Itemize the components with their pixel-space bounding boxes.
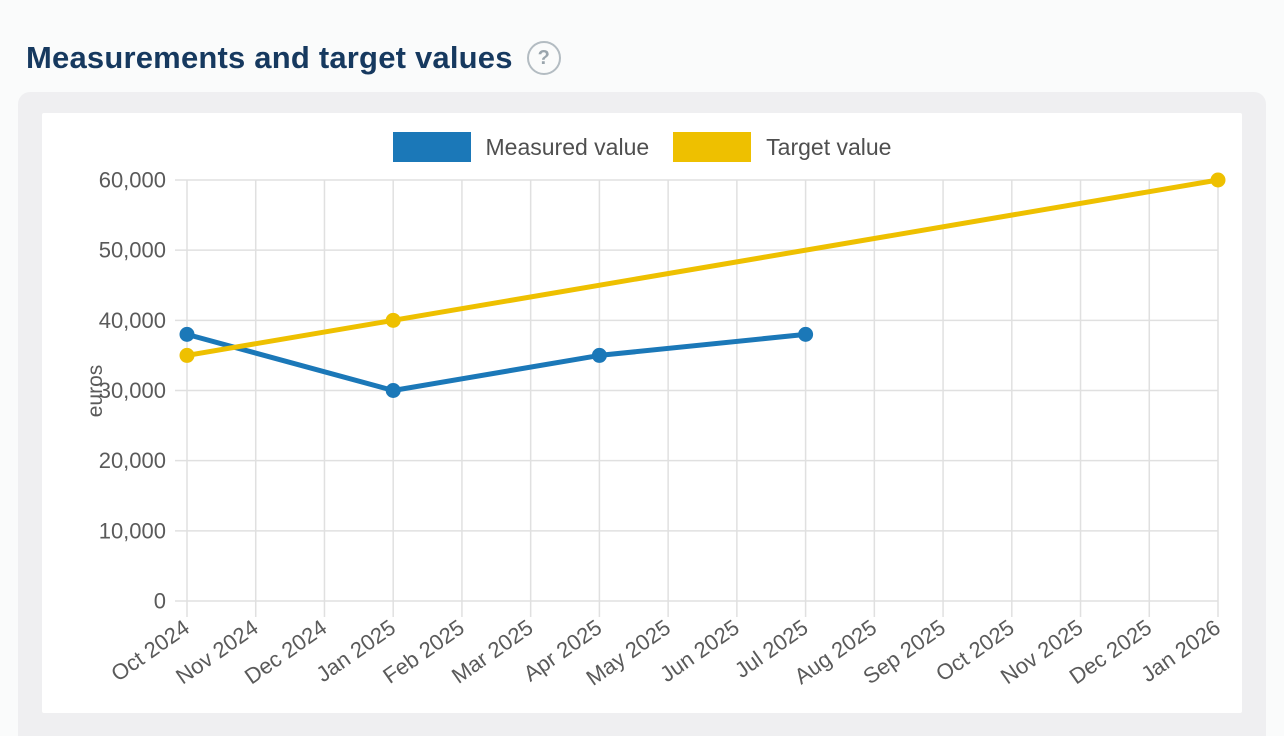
data-point (798, 326, 814, 342)
y-tick-label: 20,000 (99, 448, 166, 473)
y-tick-label: 10,000 (99, 518, 166, 543)
x-tick-label: Jan 2026 (1136, 615, 1224, 687)
line-chart: 010,00020,00030,00040,00050,00060,000Oct… (84, 168, 1226, 691)
legend-label-measured: Measured value (485, 133, 650, 160)
data-point (385, 383, 401, 398)
x-tick-label: Jun 2025 (655, 615, 743, 687)
help-icon[interactable]: ? (526, 41, 561, 75)
y-tick-label: 60,000 (99, 168, 166, 193)
y-axis-title: euros (84, 365, 107, 418)
chart-card: Measured value Target value 0 10,000 20,00… (18, 92, 1266, 736)
y-tick-label: 30,000 (99, 378, 166, 403)
legend-swatch-target-icon (673, 132, 752, 162)
legend-label-target: Target value (766, 133, 892, 160)
y-tick-label: 50,000 (99, 238, 166, 263)
y-tick-label: 0 (154, 589, 166, 614)
chart-legend: Measured value Target value (42, 132, 1242, 162)
series-line-1 (184, 177, 1221, 358)
chart-panel: Measured value Target value 0 10,000 20,00… (42, 113, 1242, 713)
data-point (179, 347, 195, 363)
data-point (1210, 172, 1226, 188)
page-title: Measurements and target values (26, 40, 513, 75)
legend-swatch-measured-icon (392, 132, 471, 162)
series-line-0 (184, 331, 809, 393)
legend-item-measured[interactable]: Measured value (392, 132, 650, 162)
data-point (179, 326, 195, 342)
page-header: Measurements and target values ? (0, 0, 1284, 92)
y-tick-label: 40,000 (99, 308, 166, 333)
legend-item-target[interactable]: Target value (673, 132, 891, 162)
data-point (591, 347, 607, 363)
data-point (385, 312, 401, 328)
